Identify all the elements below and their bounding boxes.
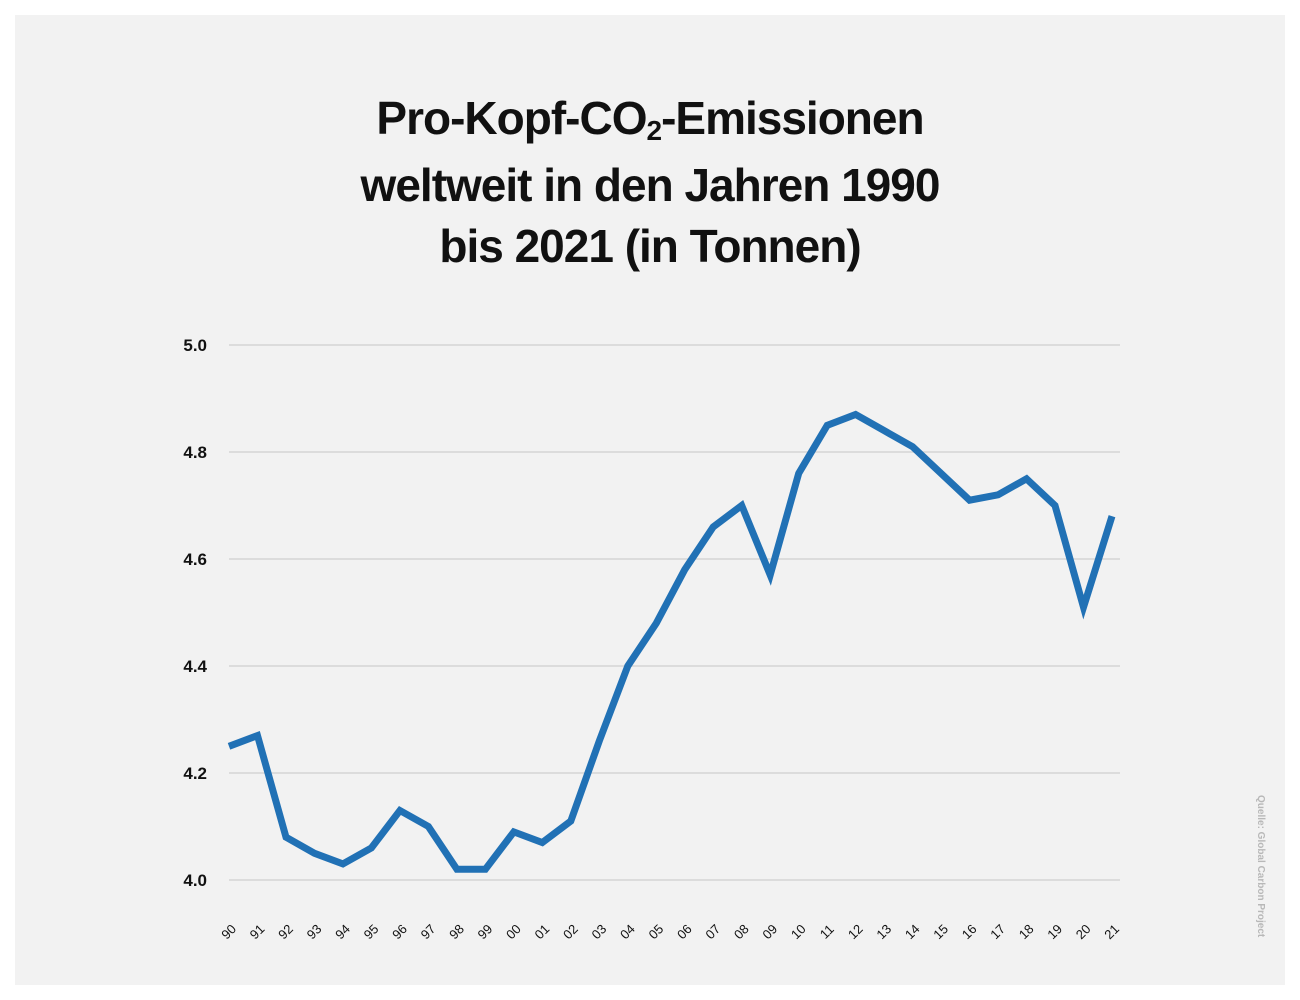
x-tick-label: 20 xyxy=(1073,921,1094,942)
chart-card xyxy=(15,15,1285,985)
x-tick-label: 97 xyxy=(418,921,439,942)
y-tick-label: 4.4 xyxy=(183,657,207,676)
x-tick-label: 11 xyxy=(817,922,837,942)
x-tick-label: 17 xyxy=(987,921,1008,942)
x-tick-label: 10 xyxy=(788,921,809,942)
chart-title: Pro-Kopf-CO2-Emissionen weltweit in den … xyxy=(0,88,1300,277)
x-tick-label: 99 xyxy=(475,921,496,942)
title-part: -Emissionen xyxy=(661,92,925,144)
x-tick-label: 09 xyxy=(759,921,780,942)
x-tick-label: 12 xyxy=(845,921,866,942)
x-tick-label: 04 xyxy=(617,921,638,942)
source-note: Quelle: Global Carbon Project xyxy=(1255,795,1266,938)
title-line-3: bis 2021 (in Tonnen) xyxy=(439,220,861,272)
y-tick-label: 4.8 xyxy=(183,443,207,462)
x-tick-label: 90 xyxy=(218,921,239,942)
x-tick-label: 03 xyxy=(589,921,610,942)
y-tick-label: 5.0 xyxy=(183,336,207,355)
x-tick-label: 00 xyxy=(503,921,524,942)
y-tick-label: 4.2 xyxy=(183,764,207,783)
x-tick-label: 05 xyxy=(645,921,666,942)
x-tick-label: 02 xyxy=(560,921,581,942)
x-tick-label: 14 xyxy=(902,921,923,942)
x-tick-label: 06 xyxy=(674,921,695,942)
x-tick-label: 13 xyxy=(873,921,894,942)
title-part: Pro-Kopf-CO xyxy=(376,92,647,144)
x-tick-label: 01 xyxy=(532,921,553,942)
x-tick-label: 08 xyxy=(731,921,752,942)
x-tick-label: 07 xyxy=(702,921,723,942)
x-tick-label: 92 xyxy=(275,921,296,942)
title-subscript: 2 xyxy=(646,115,662,146)
x-tick-label: 21 xyxy=(1101,921,1122,942)
x-tick-label: 98 xyxy=(446,921,467,942)
emissions-line xyxy=(227,410,1116,873)
x-tick-label: 91 xyxy=(247,921,268,942)
x-tick-label: 94 xyxy=(332,921,353,942)
x-tick-label: 19 xyxy=(1044,921,1065,942)
x-tick-label: 95 xyxy=(361,921,382,942)
x-tick-label: 16 xyxy=(959,921,980,942)
title-line-2: weltweit in den Jahren 1990 xyxy=(360,159,941,211)
y-tick-label: 4.0 xyxy=(183,871,207,890)
y-tick-label: 4.6 xyxy=(183,550,207,569)
x-tick-label: 93 xyxy=(304,921,325,942)
x-tick-label: 15 xyxy=(930,921,951,942)
x-tick-label: 96 xyxy=(389,921,410,942)
x-tick-label: 18 xyxy=(1016,921,1037,942)
